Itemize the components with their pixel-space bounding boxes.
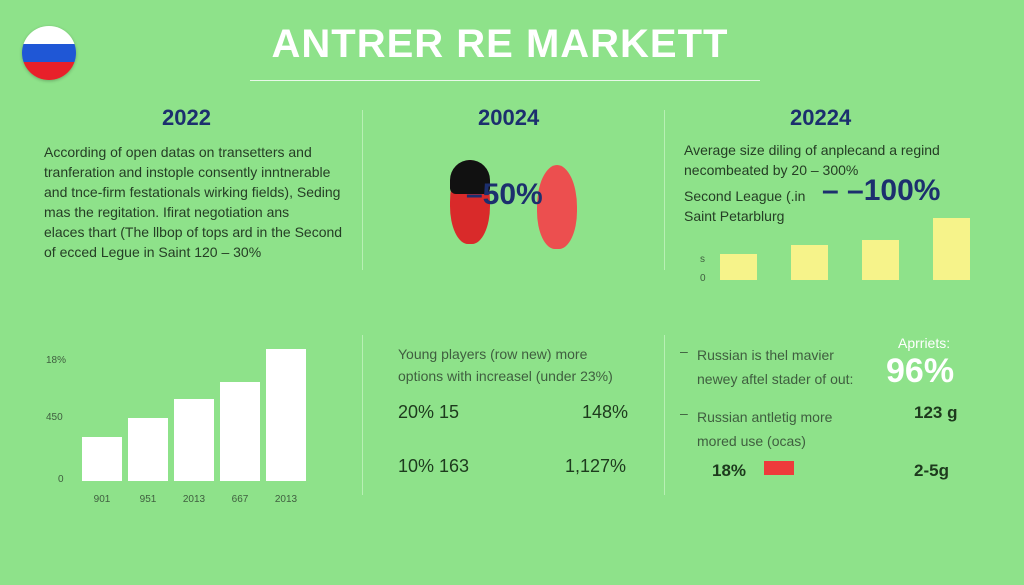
chart-bar [933, 218, 970, 280]
paragraph-line: elaces thart (The llbop of tops ard in t… [44, 224, 343, 240]
right-axis-tick: s [700, 254, 705, 265]
divider-top-2 [664, 110, 665, 270]
divider-top-1 [362, 110, 363, 270]
right-paragraph: Average size diling of anplecand a regin… [684, 140, 1004, 180]
y-tick-label: 0 [58, 474, 64, 485]
chart-bar [174, 399, 214, 481]
x-tick-label: 901 [93, 494, 111, 505]
x-tick-label: 2013 [182, 494, 206, 505]
pct-18: 18% [712, 461, 747, 480]
page-title: ANTRER RE MARKETT [271, 22, 729, 66]
red-indicator-fill [764, 461, 794, 475]
subtext-line: Saint Petarblurg [684, 208, 785, 224]
value-123g: 123 g [914, 403, 958, 422]
y-tick-label: 18% [46, 355, 67, 366]
stat-row-1-right: 148% [582, 402, 629, 422]
chart-bar [862, 240, 899, 280]
paragraph-line: According of open datas on transetters a… [44, 144, 312, 160]
russia-flag-icon [22, 26, 76, 80]
right-axis-tick: 0 [700, 273, 706, 284]
x-tick-label: 951 [139, 494, 157, 505]
item-line: newey aftel stader of out: [697, 371, 854, 387]
chart-bar [791, 245, 828, 280]
chart-bar [220, 382, 260, 481]
russian-item-1: Russian is thel mavier newey aftel stade… [697, 343, 853, 391]
item-line: Russian antletig more [697, 409, 833, 425]
middle-percent: –50% [466, 178, 543, 211]
chart-bar [128, 418, 168, 481]
paragraph-line: Average size diling of anplecand a regin… [684, 142, 940, 158]
item-line: mored use (ocas) [697, 433, 806, 449]
divider-bottom-2 [664, 335, 665, 495]
year-right: 20224 [790, 105, 852, 130]
bullet-dash: – [680, 343, 688, 359]
paragraph-line: of ecced Legue in Saint 120 – 30% [44, 244, 262, 260]
apprets-label: Aprriets: [898, 335, 951, 351]
bullet-dash: – [680, 405, 688, 421]
left-paragraph: According of open datas on transetters a… [44, 142, 354, 262]
chart-bar [720, 254, 757, 280]
y-tick-label: 450 [46, 412, 63, 423]
stat-row-2-left: 10% 163 [398, 456, 470, 476]
divider-bottom-1 [362, 335, 363, 495]
russian-item-2: Russian antletig more mored use (ocas) [697, 405, 832, 453]
chart-bar [266, 349, 306, 481]
right-subtext: Second League (.in Saint Petarblurg [684, 186, 805, 226]
footprint-left-icon [450, 160, 490, 244]
value-25g: 2-5g [914, 461, 949, 480]
year-middle: 20024 [478, 105, 540, 130]
x-tick-label: 667 [231, 494, 249, 505]
heading-line: Young players (row new) more [398, 346, 588, 362]
paragraph-line: and tnce-firm festationals wirking field… [44, 184, 341, 200]
title-divider [250, 80, 760, 81]
red-indicator-track [764, 461, 794, 475]
subtext-line: Second League (.in [684, 188, 806, 204]
paragraph-line: mas the regitation. Ifirat negotiation a… [44, 204, 290, 220]
paragraph-line: tranferation and instople consently innt… [44, 164, 331, 180]
young-players-heading: Young players (row new) more options wit… [398, 343, 613, 387]
item-line: Russian is thel mavier [697, 347, 834, 363]
footprint-right-icon [537, 165, 577, 249]
x-tick-label: 2013 [274, 494, 298, 505]
chart-bar [82, 437, 122, 481]
year-left: 2022 [162, 105, 211, 130]
stat-row-2-right: 1,127% [565, 456, 627, 476]
big-percent: 96% [886, 352, 955, 390]
right-percent: – –100% [822, 174, 941, 207]
heading-line: options with increasel (under 23%) [398, 368, 613, 384]
stat-row-1-left: 20% 15 [398, 402, 460, 422]
paragraph-line: necombeated by 20 – 300% [684, 162, 859, 178]
